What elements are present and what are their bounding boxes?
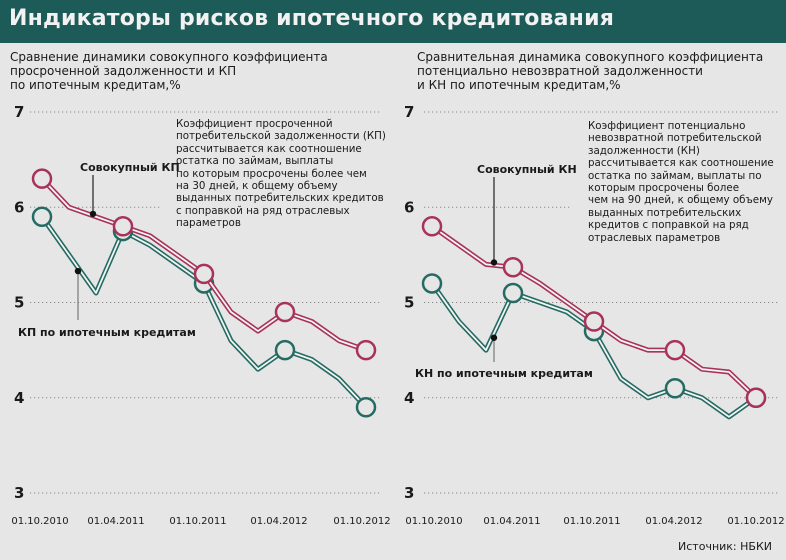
x-tick-label: 01.04.2011 xyxy=(87,516,144,527)
left-chart-title: Сравнение динамики совокупного коэффицие… xyxy=(10,50,328,92)
data-point-marker xyxy=(502,257,524,278)
label-pointer-dot xyxy=(74,267,82,275)
y-tick-label: 5 xyxy=(404,294,414,312)
y-tick-label: 6 xyxy=(14,198,24,216)
data-point-marker xyxy=(193,263,215,285)
series-line-inner xyxy=(431,282,757,418)
data-point-marker xyxy=(664,377,686,399)
left-series-label-aggregate: Совокупный КП xyxy=(80,161,180,174)
data-point-marker xyxy=(112,216,134,237)
data-point-marker xyxy=(355,397,377,418)
right-chart-note: Коэффициент потенциально невозвратной по… xyxy=(588,120,774,244)
left-chart-note: Коэффициент просроченной потребительской… xyxy=(176,118,386,230)
x-tick-label: 01.10.2011 xyxy=(169,516,226,527)
y-tick-label: 4 xyxy=(404,389,414,407)
left-series-label-mortgage: КП по ипотечным кредитам xyxy=(18,326,196,339)
y-tick-label: 6 xyxy=(404,198,414,216)
data-point-marker xyxy=(274,301,296,323)
x-tick-label: 01.10.2011 xyxy=(563,516,620,527)
right-chart-title: Сравнительная динамика совокупного коэфф… xyxy=(417,50,764,92)
header-bar: Индикаторы рисков ипотечного кредитовани… xyxy=(0,0,786,43)
data-point-marker xyxy=(664,339,686,361)
x-tick-label: 01.10.2012 xyxy=(727,516,784,527)
data-point-marker xyxy=(745,387,767,408)
x-tick-label: 01.04.2012 xyxy=(250,516,307,527)
chart-left: 3 4 5 6 7 01.10.2010 01.04.2011 01.10.2011 01.04… xyxy=(11,103,390,527)
data-point-marker xyxy=(274,339,296,361)
x-tick-label: 01.10.2010 xyxy=(11,516,68,527)
series-line-inner xyxy=(41,216,367,408)
x-tick-label: 01.10.2010 xyxy=(405,516,462,527)
label-pointer-dot xyxy=(490,259,498,266)
y-tick-label: 4 xyxy=(14,389,24,407)
series-line-outer xyxy=(39,215,368,409)
label-pointer-dot xyxy=(490,334,498,341)
y-tick-label: 5 xyxy=(14,294,24,312)
label-pointer-dot xyxy=(89,210,97,218)
data-point-marker xyxy=(502,282,524,304)
source-note: Источник: НБКИ xyxy=(678,540,772,553)
y-tick-label: 7 xyxy=(14,103,24,121)
data-point-marker xyxy=(31,206,53,228)
data-point-marker xyxy=(355,339,377,361)
x-tick-label: 01.04.2011 xyxy=(483,516,540,527)
page-title: Индикаторы рисков ипотечного кредитовани… xyxy=(9,6,615,31)
data-point-marker xyxy=(421,216,443,237)
data-point-marker xyxy=(583,311,605,332)
y-tick-label: 3 xyxy=(404,484,414,502)
series-line-outer xyxy=(429,282,758,420)
right-series-label-aggregate: Совокупный КН xyxy=(477,163,577,176)
data-point-marker xyxy=(31,168,53,189)
right-series-label-mortgage: КН по ипотечным кредитам xyxy=(415,367,593,380)
x-tick-label: 01.04.2012 xyxy=(645,516,702,527)
chart-right: 3 4 5 6 7 01.10.2010 01.04.2011 01.10.2011 01.04… xyxy=(404,103,785,527)
y-tick-label: 7 xyxy=(404,103,414,121)
x-tick-label: 01.10.2012 xyxy=(333,516,390,527)
y-tick-label: 3 xyxy=(14,484,24,502)
data-point-marker xyxy=(421,273,443,294)
